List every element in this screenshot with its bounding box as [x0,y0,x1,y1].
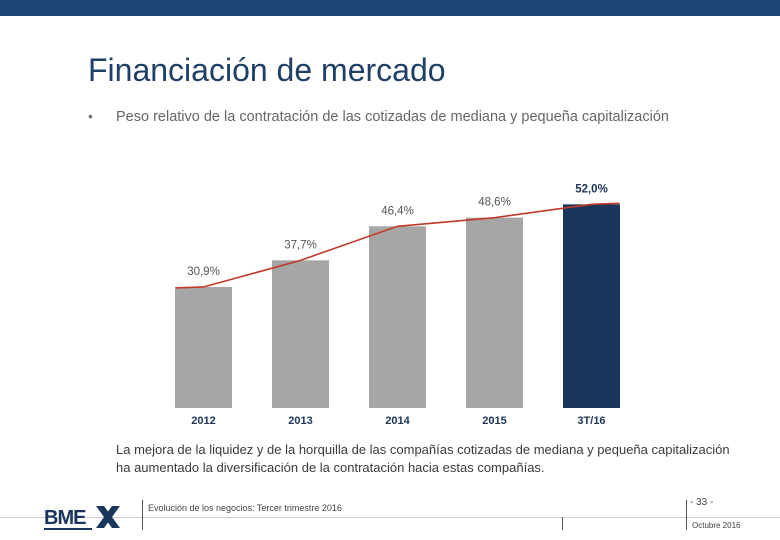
page-number: - 33 - [690,497,714,508]
footer-subtitle: Evolución de los negocios: Tercer trimes… [148,503,342,513]
bme-logo: BME [44,506,120,530]
data-label-2012: 30,9% [187,266,220,278]
bme-logo-underline [44,528,92,530]
category-label-2013: 2013 [288,415,312,427]
bullet-text: Peso relativo de la contratación de las … [116,109,669,125]
slide-title: Financiación de mercado [88,52,446,88]
category-label-3T/16: 3T/16 [577,415,605,427]
header-bar [0,0,780,16]
conclusion-text: La mejora de la liquidez y de la horquil… [116,442,730,475]
data-label-2015: 48,6% [478,197,511,209]
footer-separator [142,500,143,530]
trend-line [175,202,620,289]
data-label-2013: 37,7% [284,239,317,251]
bme-logo-text: BME [44,507,86,529]
footer-separator [686,500,687,530]
footer-separator [562,517,563,530]
footer-divider [0,517,780,518]
footer-date: Octubre 2016 [692,521,741,530]
bar-2015 [466,217,523,408]
bar-chart: 30,9% 37,7% 46,4% 48,6% 52,0% 2012 2013 2014 201… [175,183,620,427]
bar-2012 [175,286,232,408]
category-label-2015: 2015 [482,415,506,427]
bme-x-mark [96,506,120,528]
bar-2014 [369,226,426,408]
category-label-2012: 2012 [191,415,215,427]
bullet-marker: • [88,108,93,124]
data-label-3T/16: 52,0% [575,183,608,195]
bar-3T/16 [563,204,620,408]
bar-2013 [272,260,329,408]
data-label-2014: 46,4% [381,205,414,217]
category-label-2014: 2014 [385,415,410,427]
